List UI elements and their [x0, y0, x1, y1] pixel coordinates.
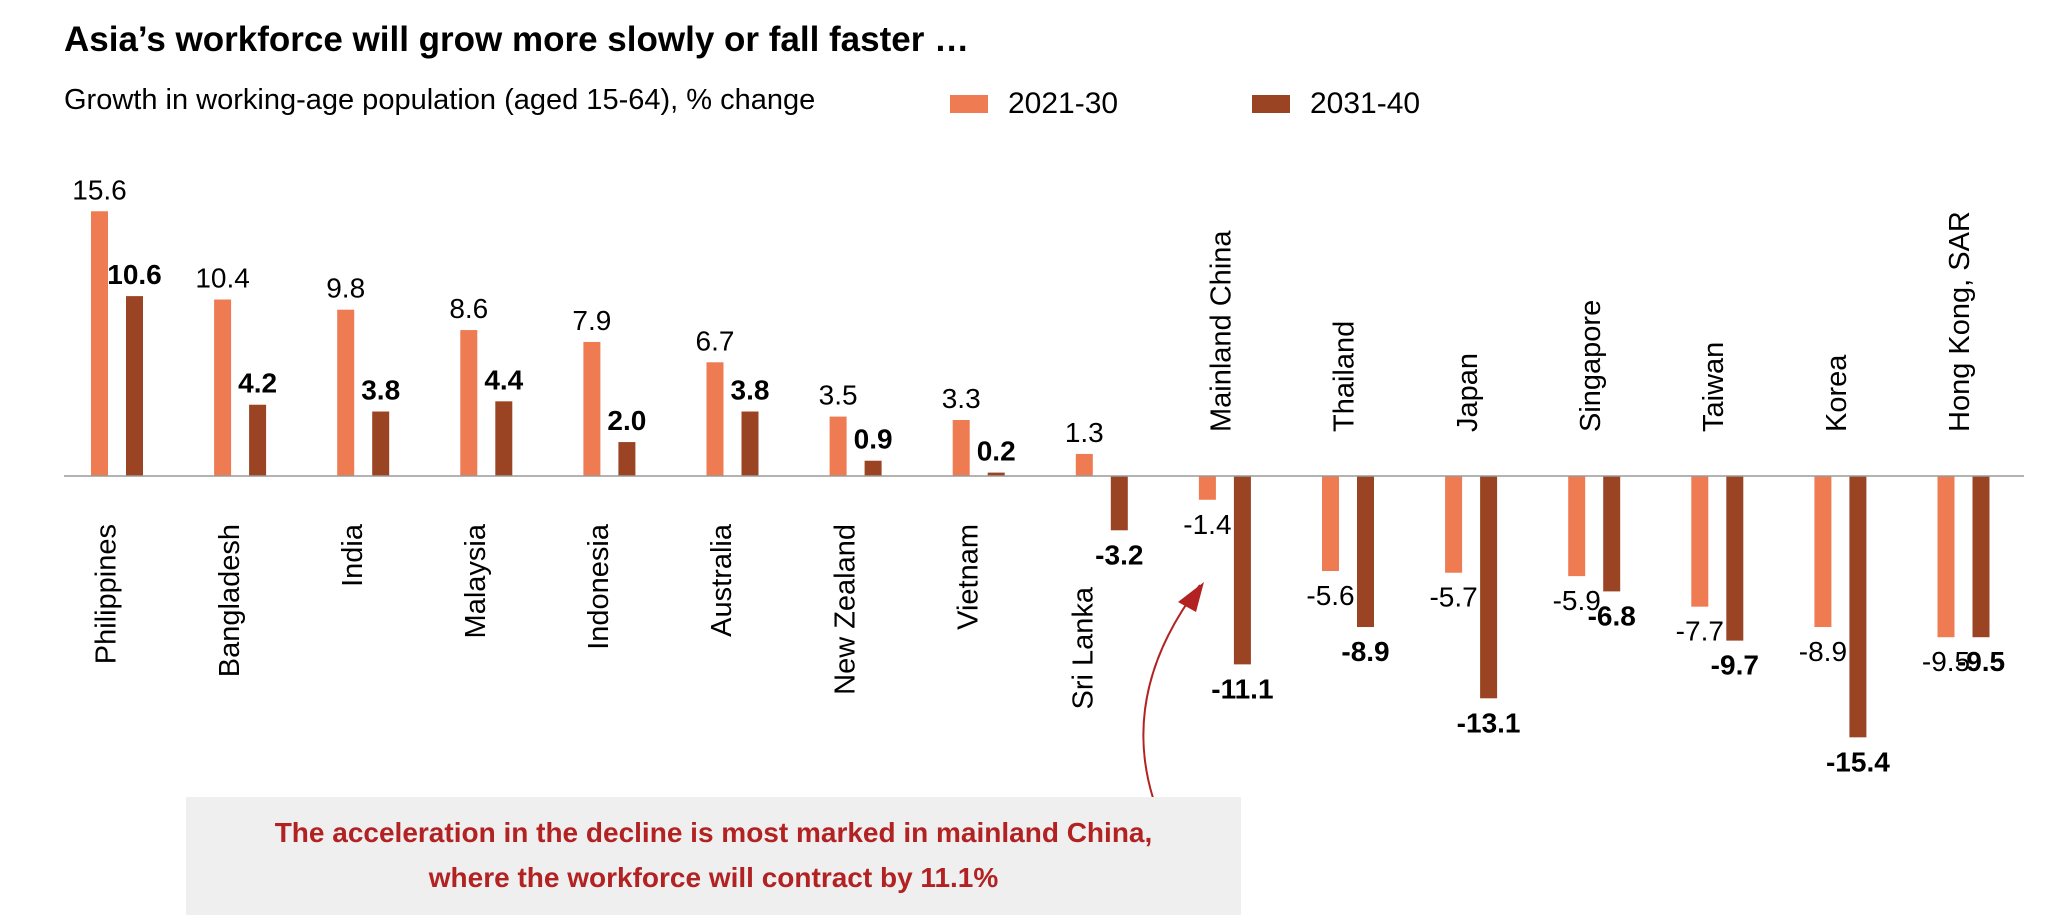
- bar-vietnam-2021-30: [952, 419, 970, 476]
- value-label-thailand-2031-40: -8.9: [1341, 636, 1389, 667]
- category-labels-group: Philippines Bangladesh India Malaysia Indone…: [91, 211, 1977, 709]
- bar-indonesia-2031-40: [618, 442, 636, 476]
- bar-malaysia-2021-30: [460, 330, 478, 476]
- value-label-sri-lanka-2021-30: 1.3: [1065, 417, 1104, 448]
- bar-hong-kong-sar-2031-40: [1972, 476, 1990, 638]
- value-label-malaysia-2021-30: 8.6: [449, 293, 488, 324]
- bar-australia-2021-30: [706, 362, 724, 476]
- bar-japan-2031-40: [1480, 476, 1498, 699]
- value-label-korea-2031-40: -15.4: [1826, 746, 1890, 777]
- legend-item-2021-30: 2021-30: [950, 86, 1118, 122]
- value-label-sri-lanka-2031-40: -3.2: [1095, 539, 1143, 570]
- value-label-taiwan-2031-40: -9.7: [1711, 650, 1759, 681]
- callout-box: The acceleration in the decline is most …: [186, 797, 1241, 915]
- bar-hong-kong-sar-2021-30: [1937, 476, 1955, 638]
- value-label-japan-2021-30: -5.7: [1429, 582, 1477, 613]
- callout-arrow: [1142, 584, 1201, 799]
- bar-japan-2021-30: [1445, 476, 1463, 573]
- category-label-korea: Korea: [1821, 354, 1853, 432]
- category-label-sri-lanka: Sri Lanka: [1067, 586, 1099, 709]
- bar-philippines-2031-40: [126, 296, 143, 476]
- category-label-japan: Japan: [1452, 353, 1484, 432]
- value-label-taiwan-2021-30: -7.7: [1676, 616, 1724, 647]
- category-label-taiwan: Taiwan: [1698, 342, 1730, 432]
- value-label-hong-kong-sar-2021-30: -9.5: [1922, 646, 1970, 677]
- value-label-mainland-china-2021-30: -1.4: [1183, 509, 1231, 540]
- value-label-malaysia-2031-40: 4.4: [484, 364, 523, 395]
- callout-text-line-1: The acceleration in the decline is most …: [274, 817, 1153, 848]
- value-label-singapore-2031-40: -6.8: [1588, 600, 1636, 631]
- value-label-indonesia-2021-30: 7.9: [572, 305, 611, 336]
- bar-mainland-china-2021-30: [1198, 476, 1216, 500]
- value-label-thailand-2021-30: -5.6: [1306, 580, 1354, 611]
- value-label-singapore-2021-30: -5.9: [1553, 585, 1601, 616]
- legend-item-2031-40: 2031-40: [1252, 86, 1420, 122]
- value-label-hong-kong-sar-2031-40: -9.5: [1957, 646, 2005, 677]
- value-label-japan-2031-40: -13.1: [1457, 707, 1521, 738]
- category-label-indonesia: Indonesia: [583, 523, 615, 650]
- bar-india-2021-30: [337, 309, 355, 476]
- category-label-malaysia: Malaysia: [460, 523, 492, 638]
- bar-thailand-2031-40: [1357, 476, 1374, 628]
- bar-singapore-2021-30: [1568, 476, 1586, 577]
- legend-swatch-2021-30: [950, 95, 988, 113]
- value-label-bangladesh-2031-40: 4.2: [238, 368, 277, 399]
- category-label-vietnam: Vietnam: [952, 524, 984, 630]
- category-label-singapore: Singapore: [1575, 300, 1607, 432]
- bar-bangladesh-2021-30: [214, 299, 232, 476]
- value-label-australia-2021-30: 6.7: [696, 325, 735, 356]
- value-label-philippines-2031-40: 10.6: [107, 259, 162, 290]
- legend-label-2021-30: 2021-30: [1008, 87, 1119, 120]
- bar-indonesia-2021-30: [583, 341, 601, 476]
- callout-arrowhead: [1178, 582, 1204, 612]
- category-label-new-zealand: New Zealand: [829, 524, 861, 695]
- chart-title: Asia’s workforce will grow more slowly o…: [64, 20, 970, 59]
- bar-philippines-2021-30: [91, 211, 108, 476]
- bar-india-2031-40: [372, 411, 390, 476]
- bar-vietnam-2031-40: [987, 472, 1005, 476]
- category-label-mainland-china: Mainland China: [1206, 230, 1238, 432]
- bar-mainland-china-2031-40: [1233, 476, 1251, 665]
- value-label-vietnam-2021-30: 3.3: [942, 383, 981, 414]
- value-label-indonesia-2031-40: 2.0: [607, 405, 646, 436]
- bar-taiwan-2021-30: [1691, 476, 1709, 607]
- bar-bangladesh-2031-40: [249, 404, 267, 476]
- bar-australia-2031-40: [741, 411, 759, 476]
- bar-sri-lanka-2031-40: [1110, 476, 1128, 531]
- value-label-india-2021-30: 9.8: [326, 273, 365, 304]
- bar-korea-2021-30: [1814, 476, 1832, 628]
- bar-singapore-2031-40: [1603, 476, 1621, 592]
- value-labels-group: 15.6 10.6 10.4 4.2 9.8 3.8 8.6 4.4 7.9 2.0 6.7 3.8 3…: [72, 174, 2005, 777]
- bar-new-zealand-2031-40: [864, 460, 882, 476]
- bar-malaysia-2031-40: [495, 401, 513, 476]
- legend-swatch-2031-40: [1252, 95, 1290, 113]
- category-label-bangladesh: Bangladesh: [214, 524, 246, 677]
- value-label-australia-2031-40: 3.8: [731, 375, 770, 406]
- bar-new-zealand-2021-30: [829, 416, 847, 476]
- value-label-india-2031-40: 3.8: [361, 375, 400, 406]
- value-label-philippines-2021-30: 15.6: [72, 174, 127, 205]
- category-label-philippines: Philippines: [91, 524, 123, 664]
- bar-thailand-2021-30: [1322, 476, 1339, 572]
- bars-group: [91, 211, 1990, 738]
- bar-taiwan-2031-40: [1726, 476, 1744, 641]
- value-label-mainland-china-2031-40: -11.1: [1211, 673, 1273, 704]
- value-label-new-zealand-2021-30: 3.5: [819, 380, 858, 411]
- legend-label-2031-40: 2031-40: [1310, 87, 1421, 120]
- category-label-australia: Australia: [706, 523, 738, 637]
- callout-text-line-2: where the workforce will contract by 11.…: [428, 862, 999, 893]
- chart-subtitle: Growth in working-age population (aged 1…: [64, 84, 816, 116]
- bar-korea-2031-40: [1849, 476, 1867, 738]
- value-label-new-zealand-2031-40: 0.9: [854, 424, 893, 455]
- value-label-korea-2021-30: -8.9: [1799, 636, 1847, 667]
- category-label-thailand: Thailand: [1329, 321, 1361, 432]
- category-label-india: India: [337, 523, 369, 587]
- category-label-hong-kong-sar: Hong Kong, SAR: [1944, 211, 1976, 432]
- value-label-vietnam-2031-40: 0.2: [977, 436, 1016, 467]
- bar-sri-lanka-2021-30: [1075, 453, 1093, 476]
- value-label-bangladesh-2021-30: 10.4: [195, 263, 250, 294]
